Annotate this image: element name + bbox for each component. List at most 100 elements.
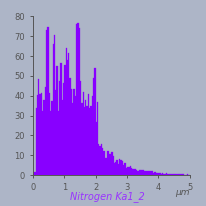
Bar (69, 78, 71, 175)
Bar (89, 108, 90, 175)
Bar (115, 162, 116, 175)
Bar (158, 172, 159, 175)
Bar (177, 174, 178, 175)
Bar (94, 68, 96, 175)
Bar (99, 146, 101, 175)
Bar (132, 170, 133, 175)
Bar (154, 172, 156, 175)
Bar (169, 174, 170, 175)
Bar (43, 100, 45, 175)
Bar (130, 166, 131, 175)
Bar (37, 95, 38, 175)
Bar (59, 81, 60, 175)
Bar (109, 154, 110, 175)
Bar (126, 168, 127, 175)
Bar (183, 174, 184, 175)
Bar (63, 83, 64, 175)
Bar (105, 158, 106, 175)
Bar (88, 94, 89, 175)
Bar (114, 163, 115, 175)
Bar (133, 169, 135, 175)
Bar (131, 168, 132, 175)
Bar (120, 160, 122, 175)
Bar (79, 28, 80, 175)
Bar (153, 173, 154, 175)
Bar (111, 152, 112, 175)
Bar (62, 100, 63, 175)
Bar (150, 171, 152, 175)
Bar (178, 174, 179, 175)
Bar (64, 65, 66, 175)
Bar (171, 174, 173, 175)
Bar (72, 103, 73, 175)
Bar (110, 154, 111, 175)
Bar (175, 174, 177, 175)
Bar (139, 170, 140, 175)
Bar (56, 66, 58, 175)
Bar (101, 144, 102, 175)
Bar (53, 44, 54, 175)
Bar (174, 174, 175, 175)
Bar (140, 170, 141, 175)
Bar (149, 171, 150, 175)
Bar (107, 151, 109, 175)
Bar (54, 35, 55, 175)
Bar (60, 63, 62, 175)
Bar (137, 171, 139, 175)
Bar (75, 96, 76, 175)
Bar (98, 144, 99, 175)
Bar (146, 171, 148, 175)
Bar (76, 24, 77, 175)
Bar (135, 169, 136, 175)
Bar (159, 173, 161, 175)
Bar (119, 159, 120, 175)
Bar (68, 53, 69, 175)
Bar (145, 171, 146, 175)
Bar (166, 173, 167, 175)
Bar (173, 174, 174, 175)
Bar (116, 160, 118, 175)
Bar (58, 111, 59, 175)
Bar (122, 162, 123, 175)
Bar (80, 81, 81, 175)
Bar (148, 171, 149, 175)
Bar (85, 100, 87, 175)
Bar (170, 174, 171, 175)
Bar (51, 101, 53, 175)
Bar (182, 174, 183, 175)
Bar (66, 48, 67, 175)
Bar (36, 108, 37, 175)
Bar (167, 174, 169, 175)
Bar (92, 96, 93, 175)
Bar (38, 79, 40, 175)
Bar (143, 170, 144, 175)
Bar (112, 156, 114, 175)
Bar (40, 94, 41, 175)
Text: μm: μm (175, 188, 190, 197)
Bar (47, 27, 49, 175)
Bar (73, 89, 75, 175)
Bar (163, 174, 165, 175)
Bar (87, 106, 88, 175)
Bar (93, 78, 94, 175)
Bar (33, 173, 34, 175)
Bar (187, 174, 188, 175)
Bar (102, 147, 103, 175)
Bar (81, 103, 83, 175)
Bar (77, 23, 79, 175)
Bar (161, 173, 162, 175)
Bar (156, 173, 157, 175)
Bar (45, 87, 46, 175)
Bar (124, 163, 126, 175)
Bar (141, 170, 143, 175)
Bar (49, 93, 50, 175)
Bar (165, 174, 166, 175)
Bar (67, 60, 68, 175)
Bar (184, 174, 186, 175)
Bar (103, 151, 105, 175)
Bar (180, 174, 182, 175)
Bar (41, 93, 42, 175)
Bar (144, 171, 145, 175)
Bar (42, 111, 43, 175)
Bar (90, 105, 92, 175)
